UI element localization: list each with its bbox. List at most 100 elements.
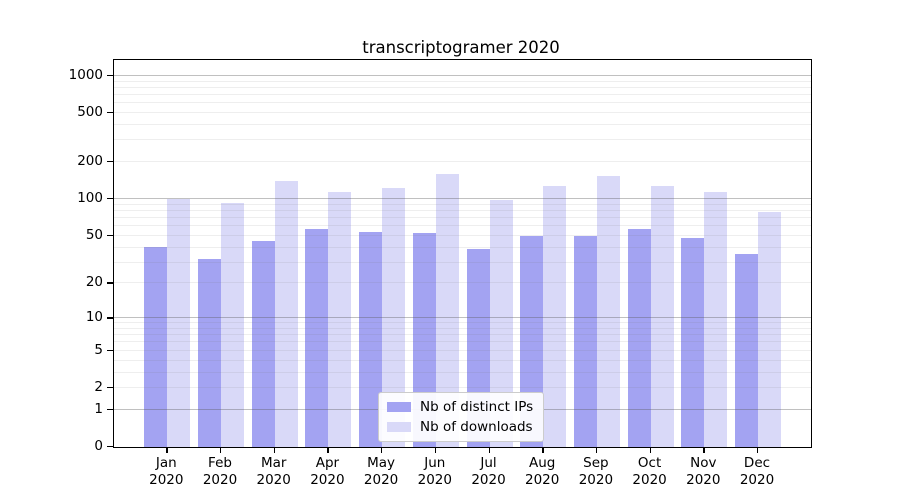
gridline-minor-200 — [114, 161, 811, 163]
x-tick-mark-nov — [703, 447, 705, 453]
y-tick-mark-1000 — [107, 74, 113, 77]
x-tick-mark-apr — [327, 447, 329, 453]
bar-distinct-ips-jan — [144, 247, 168, 447]
bar-downloads-jun — [435, 174, 459, 447]
bar-downloads-apr — [328, 192, 352, 447]
y-tick-mark-1 — [107, 408, 113, 411]
legend-label-distinct-ips: Nb of distinct IPs — [420, 399, 534, 415]
bar-distinct-ips-mar — [251, 241, 275, 447]
y-tick-mark-20 — [107, 282, 113, 284]
gridline-minor-400 — [114, 124, 811, 125]
x-tick-label-mar: Mar 2020 — [256, 455, 291, 488]
gridline-minor-90 — [114, 203, 811, 205]
y-tick-label-1000: 1000 — [68, 66, 103, 83]
gridline-minor-7 — [114, 334, 811, 336]
gridline-minor-30 — [114, 261, 811, 263]
gridline-minor-9 — [114, 322, 811, 324]
gridline-minor-600 — [114, 102, 811, 104]
legend: Nb of distinct IPs Nb of downloads — [378, 392, 545, 442]
x-tick-label-apr: Apr 2020 — [310, 455, 345, 488]
x-tick-mark-feb — [220, 447, 222, 453]
bar-distinct-ips-sep — [573, 236, 597, 447]
gridline-minor-500 — [114, 112, 811, 114]
x-tick-mark-jun — [434, 447, 437, 453]
bar-downloads-jan — [167, 199, 191, 447]
bar-distinct-ips-may — [359, 232, 383, 447]
y-tick-mark-200 — [107, 161, 113, 163]
x-tick-mark-mar — [273, 447, 276, 453]
y-tick-label-100: 100 — [77, 190, 103, 207]
bar-distinct-ips-nov — [681, 238, 705, 447]
x-tick-mark-may — [381, 447, 383, 453]
y-tick-label-50: 50 — [85, 226, 103, 243]
x-tick-label-oct: Oct 2020 — [632, 455, 667, 488]
gridline-minor-40 — [114, 246, 811, 248]
gridline-minor-3 — [114, 371, 811, 373]
y-tick-label-500: 500 — [77, 104, 103, 121]
x-tick-label-jun: Jun 2020 — [417, 455, 452, 488]
gridline-minor-8 — [114, 327, 811, 329]
x-tick-label-jul: Jul 2020 — [471, 455, 506, 488]
x-tick-mark-dec — [757, 447, 759, 453]
gridline-minor-5 — [114, 349, 811, 351]
gridline-major-100 — [114, 198, 811, 200]
bar-distinct-ips-apr — [305, 229, 329, 447]
y-tick-label-2: 2 — [94, 378, 103, 395]
plot-area — [113, 59, 812, 448]
x-tick-label-sep: Sep 2020 — [578, 455, 614, 488]
bar-downloads-dec — [758, 212, 781, 447]
x-tick-label-feb: Feb 2020 — [202, 455, 238, 488]
gridline-minor-900 — [114, 80, 811, 82]
gridline-major-10 — [114, 317, 811, 319]
bar-distinct-ips-oct — [627, 229, 651, 447]
gridline-minor-800 — [114, 86, 811, 88]
chart-title: transcriptogramer 2020 — [362, 38, 560, 57]
legend-label-downloads: Nb of downloads — [420, 419, 533, 435]
bar-distinct-ips-dec — [735, 254, 758, 447]
gridline-minor-4 — [114, 359, 811, 361]
gridline-minor-60 — [114, 225, 811, 227]
x-tick-label-jan: Jan 2020 — [149, 455, 184, 488]
x-tick-label-nov: Nov 2020 — [686, 455, 721, 488]
bar-downloads-sep — [596, 176, 620, 447]
bar-downloads-nov — [704, 192, 728, 447]
gridline-minor-300 — [114, 139, 811, 141]
y-tick-mark-0 — [107, 446, 113, 448]
bar-distinct-ips-feb — [198, 259, 221, 447]
legend-row-distinct-ips: Nb of distinct IPs — [387, 399, 533, 415]
y-tick-label-0: 0 — [94, 438, 103, 454]
legend-swatch-distinct-ips-icon — [387, 402, 411, 412]
bar-downloads-jul — [489, 200, 513, 447]
x-tick-mark-oct — [649, 447, 651, 453]
x-tick-mark-jan — [166, 447, 168, 453]
bar-downloads-aug — [543, 186, 567, 447]
gridline-minor-700 — [114, 94, 811, 95]
y-tick-mark-2 — [107, 386, 113, 389]
bar-downloads-may — [382, 188, 406, 447]
bar-downloads-oct — [650, 186, 674, 447]
gridline-minor-50 — [114, 234, 811, 236]
y-tick-label-200: 200 — [77, 153, 103, 170]
gridline-minor-20 — [114, 282, 811, 284]
bar-downloads-feb — [221, 203, 244, 447]
gridline-minor-80 — [114, 209, 811, 211]
x-tick-label-dec: Dec 2020 — [739, 455, 775, 488]
y-tick-mark-10 — [107, 317, 113, 319]
gridline-minor-2 — [114, 386, 811, 388]
gridline-major-1000 — [114, 74, 811, 76]
x-tick-label-may: May 2020 — [363, 455, 399, 488]
x-tick-mark-jul — [488, 447, 490, 453]
gridline-minor-70 — [114, 217, 811, 218]
legend-row-downloads: Nb of downloads — [387, 419, 533, 435]
bar-downloads-mar — [274, 181, 298, 447]
y-tick-mark-5 — [107, 349, 113, 352]
y-tick-mark-500 — [107, 112, 113, 114]
gridline-minor-6 — [114, 341, 811, 343]
y-tick-mark-100 — [107, 198, 113, 200]
y-tick-label-20: 20 — [85, 274, 103, 291]
x-tick-mark-sep — [595, 447, 598, 453]
x-tick-label-aug: Aug 2020 — [525, 455, 560, 488]
y-tick-label-5: 5 — [94, 341, 103, 358]
legend-swatch-downloads-icon — [387, 422, 411, 432]
